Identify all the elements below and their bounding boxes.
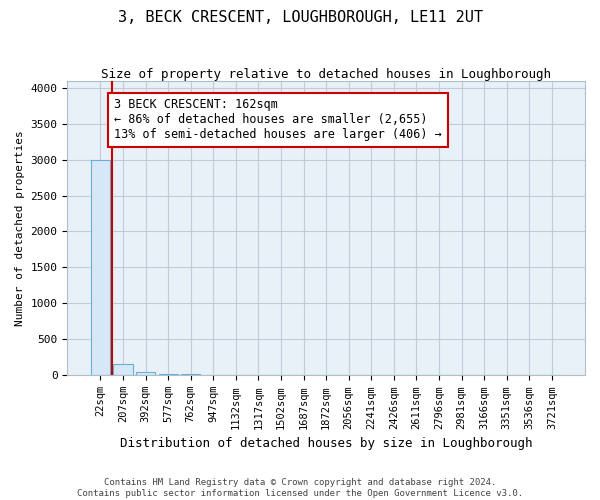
X-axis label: Distribution of detached houses by size in Loughborough: Distribution of detached houses by size … xyxy=(120,437,532,450)
Bar xyxy=(91,160,110,375)
Bar xyxy=(136,372,155,375)
Text: 3, BECK CRESCENT, LOUGHBOROUGH, LE11 2UT: 3, BECK CRESCENT, LOUGHBOROUGH, LE11 2UT xyxy=(118,10,482,25)
Text: 3 BECK CRESCENT: 162sqm
← 86% of detached houses are smaller (2,655)
13% of semi: 3 BECK CRESCENT: 162sqm ← 86% of detache… xyxy=(114,98,442,142)
Title: Size of property relative to detached houses in Loughborough: Size of property relative to detached ho… xyxy=(101,68,551,80)
Bar xyxy=(181,374,200,375)
Bar xyxy=(203,374,223,375)
Y-axis label: Number of detached properties: Number of detached properties xyxy=(15,130,25,326)
Text: Contains HM Land Registry data © Crown copyright and database right 2024.
Contai: Contains HM Land Registry data © Crown c… xyxy=(77,478,523,498)
Bar xyxy=(158,374,178,375)
Bar xyxy=(113,364,133,375)
